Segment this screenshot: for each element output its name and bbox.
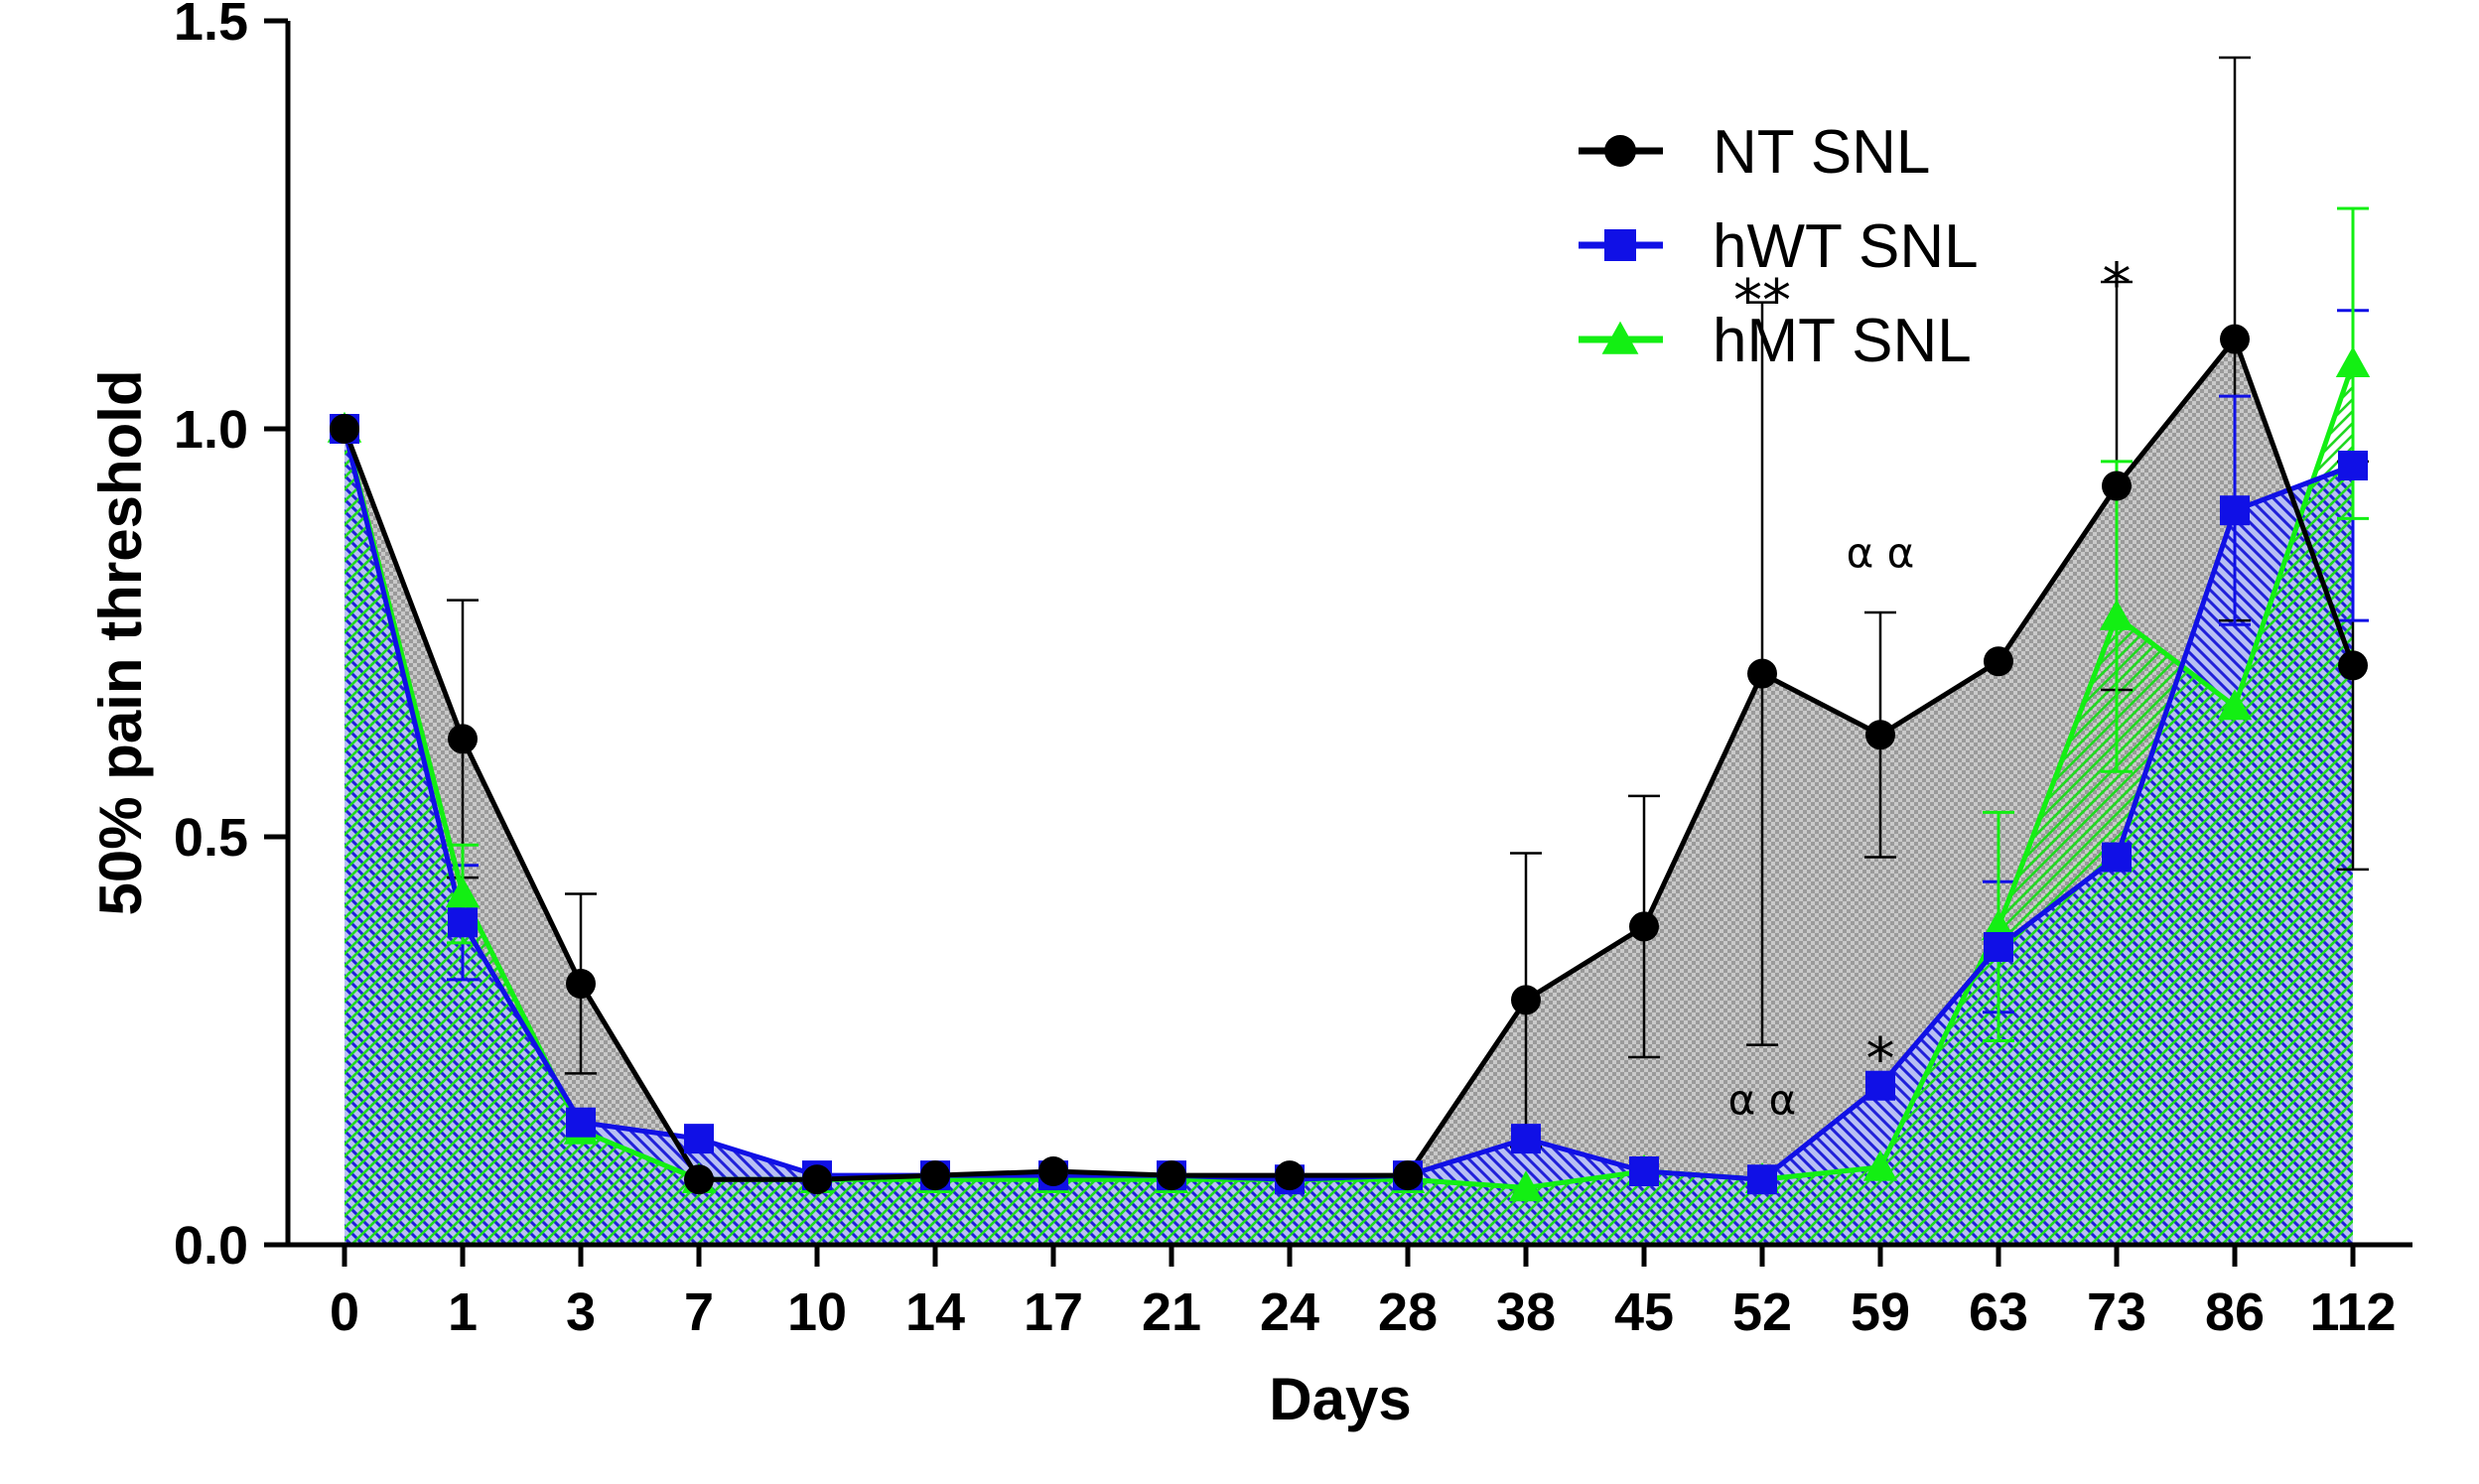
significance-star: *: [2103, 250, 2132, 318]
data-point-nt-snl: [1511, 985, 1541, 1015]
significance-alpha: α: [2221, 0, 2249, 6]
significance-star: **: [1733, 266, 1791, 334]
data-point-hwt-snl: [2220, 495, 2250, 526]
data-point-hwt-snl: [1629, 1156, 1659, 1187]
x-tick-label: 7: [684, 1282, 714, 1342]
legend-label-nt-snl: NT SNL: [1713, 118, 1930, 187]
significance-star: *: [1866, 1025, 1895, 1093]
x-tick-label: 14: [905, 1282, 965, 1342]
data-point-hwt-snl: [448, 907, 478, 938]
data-point-nt-snl: [566, 968, 596, 999]
data-point-hwt-snl: [1511, 1124, 1541, 1154]
legend-marker: [1604, 229, 1636, 261]
data-point-nt-snl: [1984, 646, 2013, 677]
data-point-hwt-snl: [1984, 931, 2013, 962]
data-point-hwt-snl: [1747, 1164, 1777, 1195]
data-point-nt-snl: [330, 414, 359, 444]
x-tick-label: 52: [1732, 1282, 1792, 1342]
data-point-nt-snl: [1865, 720, 1895, 750]
x-tick-label: 38: [1496, 1282, 1556, 1342]
data-point-nt-snl: [2220, 324, 2250, 354]
y-tick-label: 1.0: [174, 400, 248, 460]
x-tick-label: 17: [1024, 1282, 1083, 1342]
x-tick-label: 28: [1378, 1282, 1438, 1342]
x-tick-label: 86: [2205, 1282, 2265, 1342]
x-tick-label: 59: [1851, 1282, 1910, 1342]
significance-alpha: α α: [1728, 1075, 1797, 1124]
data-point-nt-snl: [684, 1164, 714, 1195]
data-point-nt-snl: [802, 1164, 832, 1195]
data-point-hwt-snl: [684, 1124, 714, 1154]
data-point-hwt-snl: [1865, 1070, 1895, 1101]
x-tick-label: 112: [2309, 1282, 2396, 1342]
x-tick-label: 3: [566, 1282, 596, 1342]
x-tick-label: 10: [787, 1282, 847, 1342]
x-tick-label: 63: [1969, 1282, 2028, 1342]
y-tick-label: 0.5: [174, 808, 248, 868]
x-tick-label: 21: [1142, 1282, 1201, 1342]
data-point-hmt-snl: [2335, 345, 2371, 378]
data-point-hwt-snl: [2338, 450, 2368, 480]
y-tick-label: 0.0: [174, 1216, 248, 1276]
data-point-hwt-snl: [2102, 842, 2132, 873]
legend-label-hmt-snl: hMT SNL: [1713, 307, 1972, 375]
area-nt-snl: [344, 338, 2353, 1246]
data-point-nt-snl: [1157, 1160, 1186, 1191]
data-point-hmt-snl: [1508, 1170, 1544, 1202]
x-tick-label: 0: [330, 1282, 359, 1342]
significance-alpha: α α: [1847, 529, 1915, 578]
y-axis-title: 50% pain threshold: [87, 369, 154, 915]
x-axis-title: Days: [1269, 1366, 1411, 1432]
legend-marker: [1604, 135, 1636, 167]
x-tick-label: 1: [448, 1282, 478, 1342]
x-tick-label: 73: [2087, 1282, 2146, 1342]
data-point-nt-snl: [1393, 1160, 1423, 1191]
series-line-nt-snl: [342, 337, 2356, 1182]
data-point-nt-snl: [1038, 1156, 1068, 1187]
data-point-nt-snl: [2338, 650, 2368, 681]
data-point-nt-snl: [1629, 911, 1659, 942]
data-point-nt-snl: [1275, 1160, 1305, 1191]
legend-marker: [1601, 321, 1639, 354]
data-point-hwt-snl: [566, 1107, 596, 1138]
legend-label-hwt-snl: hWT SNL: [1713, 212, 1979, 281]
data-point-nt-snl: [2102, 471, 2132, 501]
data-point-nt-snl: [1747, 658, 1777, 689]
data-point-hmt-snl: [2217, 689, 2253, 721]
x-tick-label: 24: [1260, 1282, 1319, 1342]
data-point-hmt-snl: [1862, 1149, 1898, 1181]
data-point-hmt-snl: [2099, 599, 2135, 630]
area-hmt-snl: [344, 363, 2353, 1245]
data-point-nt-snl: [920, 1160, 950, 1191]
data-point-nt-snl: [448, 724, 478, 754]
x-tick-label: 45: [1614, 1282, 1674, 1342]
data-point-hmt-snl: [445, 877, 481, 908]
y-tick-label: 1.5: [174, 0, 248, 52]
